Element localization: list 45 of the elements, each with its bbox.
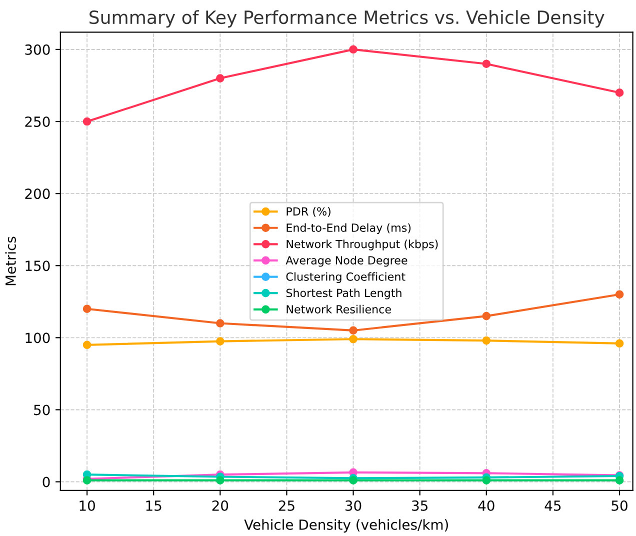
point (216, 337, 224, 346)
legend-label: PDR (%) (286, 207, 330, 217)
x-tick-label: 40 (478, 500, 494, 511)
point (349, 334, 358, 344)
legend-label: Network Resilience (286, 304, 391, 314)
point (615, 339, 624, 348)
x-tick-label: 50 (612, 500, 628, 511)
point (349, 326, 358, 335)
legend-label: Shortest Path Length (286, 288, 402, 300)
point (82, 117, 92, 126)
legend-label: End-to-End Delay (ms) (286, 223, 411, 234)
x-tick-label: 10 (80, 500, 95, 511)
point (349, 45, 358, 54)
point (349, 476, 358, 485)
y-tick-label: 150 (26, 260, 50, 272)
y-tick-label: 300 (25, 44, 50, 55)
y-tick-label: 0 (42, 476, 50, 488)
point (82, 340, 92, 350)
point (82, 304, 92, 314)
point (615, 290, 624, 299)
y-axis-title: Metrics (5, 236, 16, 286)
legend-label: Network Throughput (kbps) (286, 240, 438, 250)
point (615, 88, 624, 97)
y-tick-label: 50 (34, 404, 50, 416)
point (216, 319, 224, 328)
x-tick-label: 25 (278, 500, 294, 511)
point (482, 60, 491, 68)
chart-title: Summary of Key Performance Metrics vs. Vehicle Density (90, 10, 604, 28)
x-axis-title: Vehicle Density (vehicles/km) (244, 519, 448, 533)
x-tick-label: 45 (544, 500, 561, 511)
x-tick-label: 20 (212, 500, 228, 511)
x-tick-label: 35 (412, 500, 428, 511)
legend-label: Clustering Coefficient (286, 272, 406, 283)
legend-label: Average Node Degree (286, 256, 408, 267)
x-tick-label: 30 (346, 500, 362, 511)
point (216, 476, 224, 485)
y-tick-label: 100 (26, 332, 50, 344)
point (482, 336, 491, 345)
point (615, 476, 624, 485)
y-tick-label: 200 (25, 188, 50, 200)
x-tick-label: 15 (146, 500, 162, 511)
point (482, 476, 491, 485)
point (482, 312, 491, 320)
point (216, 74, 224, 82)
y-tick-label: 250 (25, 116, 50, 127)
